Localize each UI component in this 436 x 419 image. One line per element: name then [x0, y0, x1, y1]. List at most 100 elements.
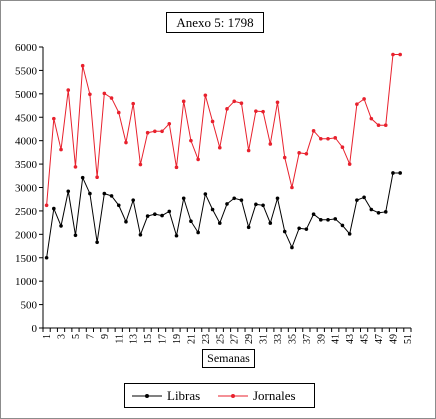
data-point-libras — [66, 189, 71, 194]
data-point-jornales — [189, 138, 193, 143]
data-point-libras — [145, 214, 150, 218]
x-tick-label: 51 — [403, 334, 414, 344]
data-point-libras — [138, 233, 143, 237]
data-point-libras — [124, 219, 128, 224]
data-point-libras — [203, 192, 208, 196]
y-tick-label: 4500 — [15, 112, 38, 124]
data-point-libras — [80, 175, 85, 180]
data-point-jornales — [52, 116, 56, 121]
data-point-libras — [340, 223, 345, 228]
data-point-libras — [196, 230, 200, 235]
data-point-jornales — [203, 93, 208, 98]
data-point-libras — [167, 209, 172, 214]
data-point-jornales — [225, 107, 229, 111]
data-point-jornales — [196, 157, 200, 162]
data-point-jornales — [383, 123, 388, 128]
data-point-jornales — [333, 136, 338, 140]
data-point-libras — [326, 218, 330, 222]
x-tick-label: 37 — [302, 334, 313, 344]
x-tick-label: 39 — [316, 334, 327, 344]
data-point-libras — [362, 195, 366, 200]
data-point-libras — [174, 233, 179, 238]
x-tick-label: 29 — [244, 334, 255, 344]
data-point-jornales — [239, 101, 244, 105]
data-point-jornales — [297, 151, 301, 155]
y-tick-label: 3500 — [15, 159, 38, 171]
legend-item-libras: Libras — [131, 384, 211, 407]
data-point-libras — [131, 198, 135, 202]
y-tick-label: 500 — [21, 300, 38, 312]
data-point-jornales — [102, 91, 107, 96]
data-point-libras — [160, 213, 164, 218]
x-tick-label: 11 — [114, 334, 125, 344]
data-point-libras — [246, 225, 251, 230]
series-line-jornales — [46, 53, 401, 206]
x-tick-label: 25 — [215, 334, 226, 344]
data-point-libras — [59, 224, 63, 228]
data-point-jornales — [167, 122, 172, 126]
x-tick-label: 45 — [360, 334, 371, 344]
data-point-libras — [261, 203, 265, 208]
data-point-jornales — [181, 99, 186, 104]
data-point-libras — [44, 255, 49, 260]
data-point-jornales — [138, 162, 143, 167]
data-point-jornales — [282, 155, 287, 160]
data-point-libras — [225, 202, 229, 206]
data-point-jornales — [275, 100, 280, 105]
x-tick-label: 47 — [374, 334, 385, 344]
data-point-libras — [275, 196, 280, 201]
data-point-jornales — [44, 203, 49, 208]
legend-swatch-libras — [132, 394, 162, 398]
data-point-libras — [189, 219, 193, 224]
x-tick-label: 15 — [143, 334, 154, 344]
data-point-libras — [102, 191, 107, 196]
data-point-libras — [116, 203, 121, 208]
x-tick-label: 31 — [259, 334, 270, 344]
legend: Libras Jornales — [124, 383, 315, 408]
x-tick-label: 1 — [42, 334, 53, 339]
y-tick-label: 2000 — [15, 229, 38, 241]
x-tick-label: 7 — [85, 334, 96, 339]
data-point-libras — [319, 218, 323, 222]
x-tick-label: 19 — [172, 334, 183, 344]
y-tick-label: 0 — [32, 323, 38, 335]
data-point-libras — [290, 245, 294, 250]
data-point-jornales — [174, 165, 179, 170]
data-point-jornales — [66, 88, 71, 92]
x-tick-label: 33 — [273, 334, 284, 344]
data-point-jornales — [391, 52, 395, 57]
data-point-jornales — [246, 148, 251, 153]
data-point-libras — [232, 196, 237, 201]
data-point-libras — [355, 198, 359, 202]
y-tick-label: 3000 — [15, 183, 38, 195]
data-point-libras — [95, 240, 99, 245]
data-point-jornales — [254, 109, 258, 113]
x-tick-label: 3 — [57, 334, 68, 339]
data-point-jornales — [88, 92, 92, 97]
data-point-jornales — [261, 109, 265, 114]
x-tick-label: 49 — [388, 334, 399, 344]
data-point-jornales — [376, 123, 381, 128]
x-tick-label: 41 — [331, 334, 342, 344]
x-tick-label: 9 — [100, 334, 111, 339]
x-tick-label: 5 — [71, 334, 82, 339]
y-tick-label: 2500 — [15, 206, 38, 218]
data-point-libras — [88, 191, 92, 196]
data-point-jornales — [369, 116, 374, 121]
data-point-jornales — [340, 145, 345, 150]
data-point-libras — [210, 207, 215, 212]
data-point-libras — [297, 226, 301, 231]
data-point-jornales — [160, 129, 164, 134]
x-tick-label: 27 — [230, 334, 241, 344]
data-point-jornales — [145, 130, 150, 135]
data-point-libras — [181, 196, 186, 201]
data-point-jornales — [268, 142, 273, 146]
data-point-jornales — [131, 101, 135, 106]
data-point-jornales — [80, 63, 85, 68]
data-point-libras — [73, 233, 78, 238]
legend-label-jornales: Jornales — [253, 388, 296, 403]
data-point-jornales — [109, 96, 114, 100]
data-point-jornales — [153, 129, 157, 134]
data-point-libras — [391, 171, 395, 175]
